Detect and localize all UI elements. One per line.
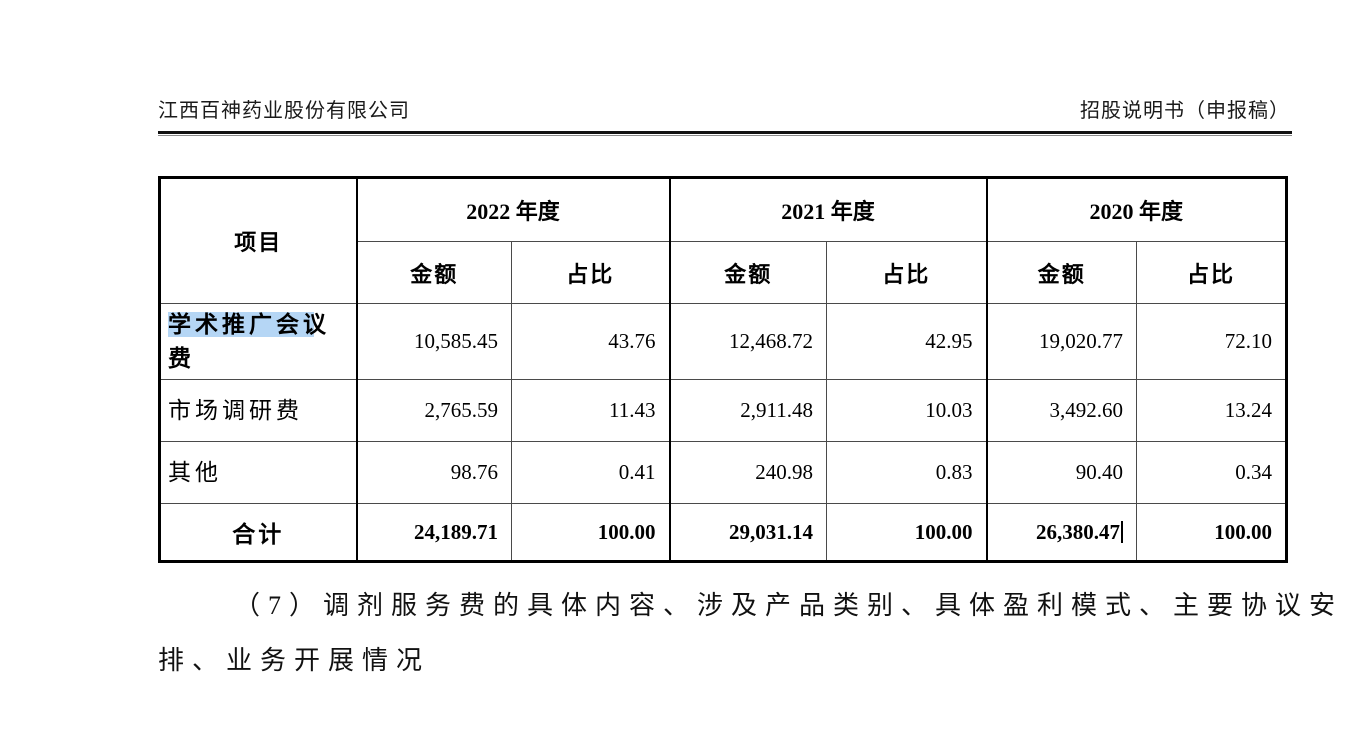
running-head: 江西百神药业股份有限公司 招股说明书（申报稿） [158, 94, 1290, 123]
amount-cell: 98.76 [355, 441, 512, 504]
row-label-market-research: 市场调研费 [159, 379, 357, 442]
doc-title: 招股说明书（申报稿） [1080, 100, 1290, 122]
ratio-cell: 42.95 [826, 303, 988, 380]
amount-cell: 10,585.45 [355, 303, 512, 380]
subheader-amount: 金额 [668, 241, 828, 304]
header-rule [158, 131, 1292, 136]
table-row: 其他 98.76 0.41 240.98 0.83 90.40 0.34 [159, 441, 1288, 504]
subheader-amount: 金额 [355, 241, 512, 304]
row-label-other: 其他 [159, 441, 357, 504]
col-header-item: 项目 [159, 177, 357, 304]
amount-cell: 240.98 [668, 441, 828, 504]
ratio-cell: 0.83 [826, 441, 988, 504]
text-cursor [1121, 520, 1124, 543]
ratio-cell: 100.00 [510, 503, 671, 562]
amount-cell: 24,189.71 [355, 503, 512, 562]
ratio-cell: 10.03 [826, 379, 988, 442]
ratio-cell: 13.24 [1136, 379, 1288, 442]
amount-cell: 2,765.59 [355, 379, 512, 442]
ratio-cell: 72.10 [1136, 303, 1288, 380]
body-paragraph: （7）调剂服务费的具体内容、涉及产品类别、具体盈利模式、主要协议安 排、业务开展… [158, 578, 1356, 688]
amount-cell: 3,492.60 [985, 379, 1138, 442]
ratio-cell: 43.76 [510, 303, 671, 380]
amount-cell: 12,468.72 [668, 303, 828, 380]
col-header-2021: 2021 年度 [668, 177, 988, 242]
paragraph-line-2: 排、业务开展情况 [158, 646, 431, 675]
subheader-ratio: 占比 [826, 241, 988, 304]
subheader-ratio: 占比 [1136, 241, 1288, 304]
table-row: 学术推广会议费 10,585.45 43.76 12,468.72 42.95 … [159, 303, 1288, 380]
selected-text[interactable]: 学术推广会 [168, 311, 314, 337]
paragraph-line-1: （7）调剂服务费的具体内容、涉及产品类别、具体盈利模式、主要协议安 [234, 591, 1344, 620]
expense-table: 项目 2022 年度 2021 年度 2020 年度 金额 占比 金额 占比 金… [158, 176, 1289, 563]
amount-cell: 19,020.77 [985, 303, 1138, 380]
total-label: 合计 [159, 503, 357, 562]
col-header-2020: 2020 年度 [985, 177, 1288, 242]
col-header-2022: 2022 年度 [355, 177, 671, 242]
row-label-academic-promotion: 学术推广会议费 [159, 303, 357, 380]
table-row-total: 合计 24,189.71 100.00 29,031.14 100.00 26,… [159, 503, 1288, 562]
amount-cell: 90.40 [985, 441, 1138, 504]
subheader-ratio: 占比 [510, 241, 671, 304]
table-row: 市场调研费 2,765.59 11.43 2,911.48 10.03 3,49… [159, 379, 1288, 442]
subheader-amount: 金额 [985, 241, 1138, 304]
ratio-cell: 0.34 [1136, 441, 1288, 504]
amount-cell: 2,911.48 [668, 379, 828, 442]
amount-cell: 29,031.14 [668, 503, 828, 562]
ratio-cell: 11.43 [510, 379, 671, 442]
company-name: 江西百神药业股份有限公司 [158, 100, 410, 122]
ratio-cell: 100.00 [1136, 503, 1288, 562]
ratio-cell: 100.00 [826, 503, 988, 562]
ratio-cell: 0.41 [510, 441, 671, 504]
amount-cell-with-cursor: 26,380.47 [985, 503, 1138, 562]
